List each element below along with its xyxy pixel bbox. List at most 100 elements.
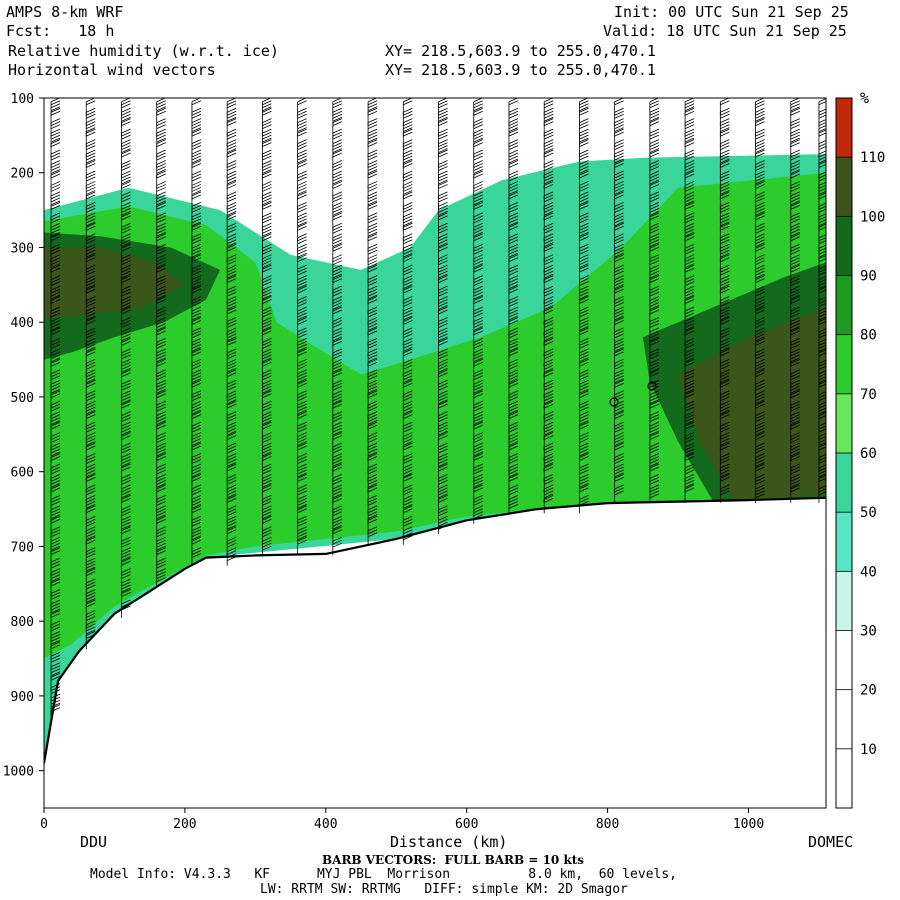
colorbar-label: 80: [860, 328, 877, 344]
wind-barb: [121, 233, 131, 252]
colorbar: 10 20 30 40 50 60 70 80 90 100 110: [835, 97, 885, 809]
colorbar-label: 60: [860, 446, 877, 462]
x-axis: 0 200 400 600 800 1000: [40, 808, 764, 832]
x-tick-label: 0: [40, 817, 48, 832]
rh-region: [44, 172, 826, 659]
wind-barb: [543, 390, 554, 409]
wind-barb: [261, 306, 272, 325]
wind-barb: [121, 191, 131, 210]
station-marker: [609, 397, 619, 407]
wind-barb: [719, 264, 730, 284]
wind-barb: [473, 348, 483, 367]
wind-barb: [438, 453, 448, 472]
colorbar-swatch: [836, 512, 852, 572]
wind-barb: [438, 327, 448, 346]
wind-barb: [579, 338, 589, 357]
wind-barb: [438, 233, 448, 252]
valid-time: Valid: 18 UTC Sun 21 Sep 25: [603, 22, 847, 40]
wind-barb: [85, 296, 96, 315]
cross-section-xy-2: XY= 218.5,603.9 to 255.0,470.1: [385, 61, 656, 79]
wind-barb: [579, 348, 589, 367]
wind-barb: [579, 98, 589, 116]
wind-barb: [191, 547, 202, 566]
wind-barb: [755, 421, 765, 441]
wind-barb: [226, 264, 237, 284]
wind-barb: [261, 317, 272, 336]
wind-barb: [297, 275, 307, 294]
colorbar-swatch: [836, 571, 852, 631]
wind-barb: [332, 285, 343, 305]
wind-barb: [297, 296, 307, 315]
wind-barb: [755, 484, 765, 503]
colorbar-label: 40: [860, 564, 877, 580]
y-tick-label: 400: [11, 316, 34, 331]
wind-barb: [438, 139, 448, 158]
colorbar-swatch: [836, 216, 852, 276]
wind-barbs: [50, 98, 826, 723]
wind-barb: [402, 526, 413, 545]
colorbar-swatch: [836, 748, 852, 808]
wind-barb: [226, 107, 237, 127]
wind-barb: [755, 285, 765, 305]
x-tick-label: 400: [314, 817, 337, 832]
x-tick-label: 1000: [733, 817, 764, 832]
colorbar-label: 50: [860, 505, 877, 521]
wind-barb: [261, 222, 272, 242]
wind-barb: [438, 505, 448, 524]
wind-barb: [402, 463, 413, 482]
wind-barb: [755, 254, 765, 273]
wind-barb: [50, 704, 61, 723]
wind-barb: [121, 139, 131, 158]
wind-barb: [402, 369, 413, 388]
wind-barb: [508, 400, 519, 420]
wind-barb: [790, 306, 800, 325]
station-marker: [647, 381, 657, 391]
wind-barb: [579, 254, 589, 273]
field-name-rh: Relative humidity (w.r.t. ice): [8, 42, 279, 60]
x-tick-label: 600: [455, 817, 478, 832]
model-info: Model Info: V4.3.3 KF MYJ PBL Morrison 8…: [90, 867, 677, 882]
wind-barb: [438, 296, 448, 315]
wind-barb: [85, 327, 96, 346]
wind-barb: [473, 505, 483, 524]
wind-barb: [719, 400, 730, 420]
wind-barb: [297, 118, 307, 137]
wind-barb: [614, 170, 624, 189]
rh-region: [678, 307, 826, 502]
wind-barb: [367, 526, 378, 545]
wind-barb: [719, 202, 730, 221]
wind-barb: [50, 191, 61, 210]
wind-barb: [579, 191, 589, 210]
wind-barb: [50, 411, 61, 430]
colorbar-label: 90: [860, 269, 877, 285]
wind-barb: [438, 515, 448, 535]
wind-barb: [614, 369, 624, 388]
wind-barb: [508, 338, 519, 357]
wind-barb: [367, 243, 378, 263]
colorbar-swatch: [836, 393, 852, 453]
wind-barb: [473, 285, 483, 305]
wind-barb: [85, 421, 96, 441]
wind-barb: [297, 170, 307, 189]
wind-barb: [367, 474, 378, 493]
wind-barb: [50, 306, 61, 325]
wind-barb: [332, 202, 343, 221]
wind-barb: [156, 442, 166, 462]
rh-region: [44, 247, 185, 319]
wind-barb: [332, 264, 343, 284]
wind-barb: [261, 505, 272, 524]
wind-barb: [156, 275, 166, 294]
plot-frame: [43, 97, 827, 809]
wind-barb: [543, 379, 554, 399]
wind-barb: [191, 233, 202, 252]
wind-barb: [226, 484, 237, 503]
wind-barb: [50, 651, 61, 671]
wind-barb: [755, 296, 765, 315]
wind-barb: [85, 149, 96, 169]
wind-barb: [719, 338, 730, 357]
wind-barb: [156, 379, 166, 399]
wind-barb: [156, 568, 166, 587]
wind-barb: [332, 474, 343, 493]
wind-barb: [579, 442, 589, 462]
